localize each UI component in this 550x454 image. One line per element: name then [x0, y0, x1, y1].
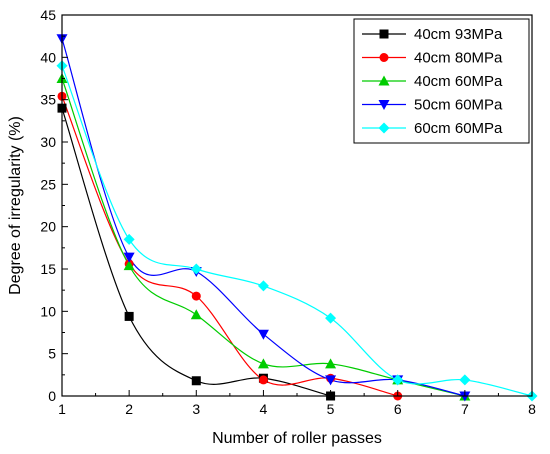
- data-point: [191, 291, 201, 301]
- data-point: [191, 376, 201, 386]
- data-point: [459, 374, 471, 386]
- legend-entry-label: 50cm 60MPa: [414, 97, 503, 114]
- x-tick-label: 8: [528, 401, 536, 417]
- y-tick-label: 10: [40, 303, 56, 319]
- legend-marker: [378, 75, 390, 86]
- legend: 40cm 93MPa 40cm 80MPa 40cm 60MPa 50cm 60MPa…: [353, 18, 530, 144]
- x-tick-label: 1: [58, 401, 66, 417]
- x-tick-label: 7: [461, 401, 469, 417]
- x-tick-label: 3: [192, 401, 200, 417]
- data-point: [123, 260, 135, 271]
- y-tick-label: 15: [40, 261, 56, 277]
- data-point: [325, 358, 337, 369]
- data-point: [123, 252, 135, 263]
- data-point: [257, 329, 269, 340]
- legend-marker: [378, 122, 390, 134]
- legend-marker: [379, 53, 389, 62]
- x-tick-label: 6: [394, 401, 402, 417]
- legend-marker: [378, 100, 390, 110]
- data-point: [325, 375, 337, 386]
- legend-entry-label: 60cm 60MPa: [414, 120, 503, 137]
- y-tick-label: 25: [40, 176, 56, 192]
- data-point: [124, 311, 134, 321]
- y-axis-label: Degree of irregularity (%): [7, 116, 24, 295]
- legend-entry-label: 40cm 60MPa: [414, 73, 503, 90]
- y-tick-label: 45: [40, 7, 56, 23]
- y-tick-label: 30: [40, 134, 56, 150]
- legend-entry-label: 40cm 93MPa: [414, 26, 503, 43]
- y-tick-label: 5: [48, 346, 56, 362]
- series-line-1: [61, 107, 331, 397]
- data-point: [325, 312, 337, 324]
- series-line-5: [61, 65, 533, 397]
- data-point: [123, 233, 135, 245]
- x-tick-label: 2: [125, 401, 133, 417]
- data-point: [392, 374, 404, 386]
- x-tick-label: 4: [260, 401, 268, 417]
- legend-marker: [379, 29, 389, 39]
- data-point: [190, 309, 202, 320]
- y-tick-label: 35: [40, 92, 56, 108]
- data-point: [257, 280, 269, 292]
- y-tick-label: 0: [48, 388, 56, 404]
- data-point: [258, 375, 268, 385]
- series-line-2: [61, 96, 398, 397]
- data-point: [190, 263, 202, 275]
- legend-entry-label: 40cm 80MPa: [414, 50, 503, 67]
- y-tick-label: 20: [40, 219, 56, 235]
- x-tick-label: 5: [327, 401, 335, 417]
- series-line-4: [61, 38, 465, 397]
- x-axis-label: Number of roller passes: [212, 430, 382, 447]
- data-point: [257, 358, 269, 369]
- axis-ticks: [61, 14, 533, 397]
- y-tick-label: 40: [40, 49, 56, 65]
